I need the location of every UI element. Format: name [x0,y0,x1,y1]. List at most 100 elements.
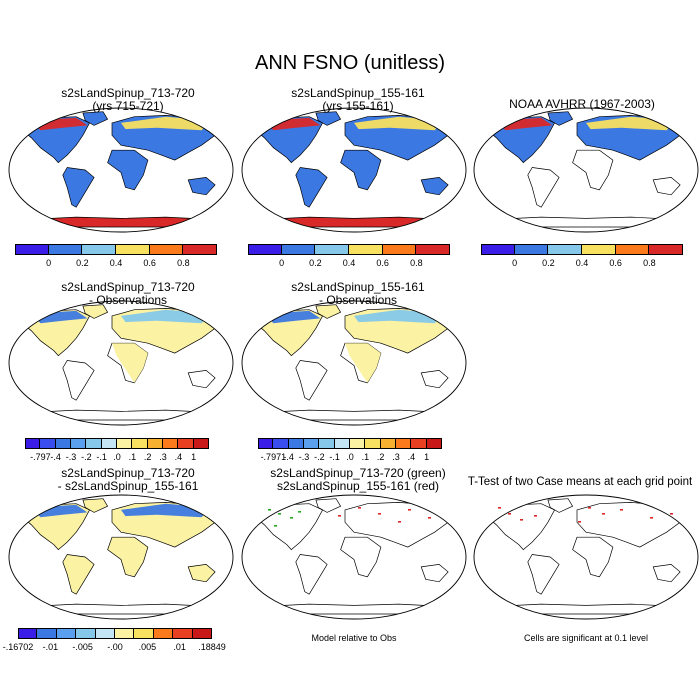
continent-greenland [82,111,109,126]
colorbar-swatch [649,244,683,255]
colorbar-swatch [173,628,193,639]
panel-title-line2: - Observations [318,293,398,307]
continent-australia [652,177,681,196]
colorbar-swatch [117,438,133,449]
continent-antarctica [258,603,450,615]
significance-cell [602,513,605,515]
colorbar-tick-label: -.01 [42,642,59,652]
map-frame [473,494,699,620]
figure-title: ANN FSNO (unitless) [254,52,446,74]
colorbar-tick-label: -.3 [298,452,310,462]
note-significance: Cells are significant at 0.1 level [523,633,649,643]
colorbar-swatch [273,438,289,449]
colorbar-swatch [115,628,135,639]
colorbar-tick-label: 0.8 [410,258,423,268]
panel-title-line1: s2sLandSpinup_155-161 [291,280,425,294]
continent-southAmerica [527,167,560,208]
continent-antarctica [490,603,682,615]
continent-northAmerica [254,503,324,551]
panel-title-diff1: s2sLandSpinup_713-720 - Observations [8,281,248,307]
map-diff1 [8,300,234,426]
significance-cell [268,509,271,511]
colorbar-swatch [153,628,174,639]
colorbar-diff3: -.16702 -.01 -.005 -.00 .005 .01 .18849 [3,628,226,656]
colorbar-swatch [15,244,49,255]
colorbar-swatch [281,244,316,255]
panel-title-compare: s2sLandSpinup_713-720 (green) s2sLandSpi… [232,467,484,493]
colorbar-tick-label: -.797 [30,452,51,462]
significance-cell [520,519,523,521]
colorbar-swatch [548,244,582,255]
colorbar-tick-label: -.4 [283,452,294,462]
colorbar-swatch [382,244,417,255]
colorbar-swatch [615,244,650,255]
panel-title-line1: NOAA AVHRR (1967-2003) [509,97,655,111]
map-content [254,498,454,615]
significance-cell [290,517,293,519]
continent-antarctica [25,216,217,228]
colorbar-tick-label: 0.2 [542,258,555,268]
map-content [254,111,454,228]
significance-cell [534,515,537,517]
map-model2 [241,107,467,233]
colorbar-tick-label: 1 [424,452,430,462]
panel-title-line2: s2sLandSpinup_155-161 (red) [276,479,440,493]
map-content [486,498,686,615]
colorbar-tick-label: 0.8 [177,258,190,268]
continent-southAmerica [62,360,95,401]
continent-antarctica [258,409,450,421]
map-frame [8,107,234,233]
significance-cell [408,509,411,511]
continent-antarctica [25,603,217,615]
panel-title-line1: s2sLandSpinup_713-720 [61,280,195,294]
colorbar-tick-label: .0 [346,452,354,462]
continent-antarctica [258,216,450,228]
saharan-band [345,343,381,383]
colorbar-tick-label: 0 [279,258,285,268]
colorbar-tick-label: .4 [174,452,183,462]
saharan-band [112,343,148,383]
continent-africa [340,536,382,578]
colorbar-diff1: -.797 -.4 -.3 -.2 -.1 .0 .1 .2 .3 .4 1 [25,438,209,466]
map-content [486,111,686,228]
map-model1 [8,107,234,233]
continent-australia [420,564,449,583]
continent-africa [107,149,149,191]
colorbar-tick-label: .01 [173,642,186,652]
colorbar-tick-label: 0.8 [643,258,656,268]
continent-antarctica [25,409,217,421]
colorbar-tick-label: -.2 [314,452,325,462]
colorbar-tick-label: 0.4 [342,258,356,268]
significance-cell [398,521,401,523]
continent-africa [340,149,382,191]
continent-australia [187,177,216,196]
panel-title-diff3: s2sLandSpinup_713-720 - s2sLandSpinup_15… [8,467,248,493]
colorbar-tick-label: .2 [143,452,152,462]
colorbar-swatch [71,438,87,449]
colorbar-tick-label: -.00 [107,642,123,652]
significance-cell [278,513,281,515]
colorbar-swatch [37,628,57,639]
map-frame [8,494,234,620]
colorbar-swatch [380,438,396,449]
colorbar-tick-label: .1 [128,452,137,462]
panel-title-line2: - s2sLandSpinup_155-161 [57,479,199,493]
significance-cell [670,513,673,515]
colorbar-tick-label: 0.6 [376,258,389,268]
map-content [21,111,221,228]
colorbar-swatch [411,438,427,449]
colorbar-swatch [56,628,77,639]
continent-greenland [82,498,109,513]
continent-eurasia [344,502,454,548]
panel-title-diff2: s2sLandSpinup_155-161 - Observations [238,281,478,307]
map-content [21,304,221,421]
colorbar-swatch [163,438,179,449]
colorbar-tick-label: .2 [376,452,385,462]
colorbar-swatch [193,438,209,449]
colorbar-tick-label: 0.4 [575,258,589,268]
colorbar-swatch [134,628,154,639]
colorbar-tick-label: .4 [407,452,416,462]
colorbar-swatch [55,438,71,449]
continent-southAmerica [295,554,328,595]
colorbar-swatch [183,244,217,255]
